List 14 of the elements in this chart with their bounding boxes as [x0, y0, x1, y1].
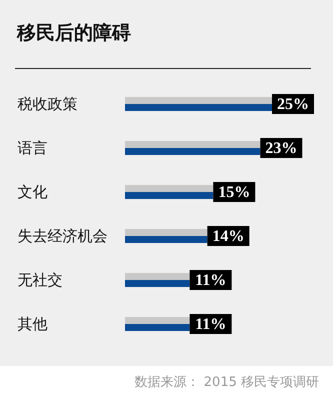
y-tick-label: 语言 [18, 139, 48, 157]
data-label: 11% [195, 272, 226, 289]
data-label: 23% [265, 140, 298, 157]
y-tick-label: 其他 [18, 315, 48, 333]
y-tick-label: 文化 [18, 183, 48, 201]
data-label: 25% [277, 96, 309, 113]
data-label: 11% [195, 316, 226, 333]
y-tick-label: 失去经济机会 [18, 227, 108, 245]
source-note: 数据来源： 2015 移民专项调研 [134, 374, 319, 391]
y-tick-label: 无社交 [18, 271, 62, 289]
data-label: 14% [212, 228, 244, 245]
data-label: 15% [218, 184, 250, 201]
chart-title: 移民后的障碍 [17, 21, 131, 46]
y-tick-label: 税收政策 [18, 95, 78, 113]
